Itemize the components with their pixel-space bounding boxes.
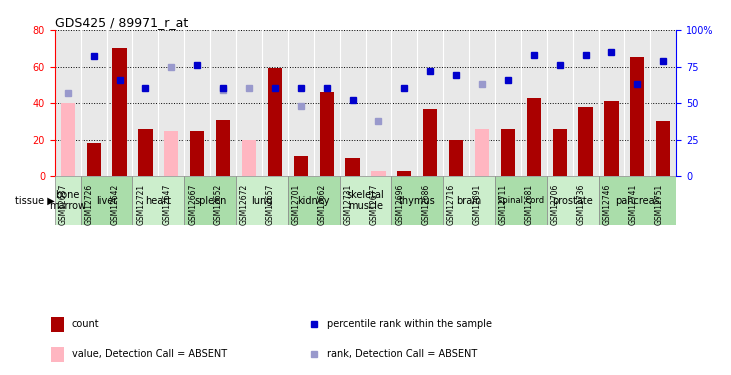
- Text: GSM12751: GSM12751: [654, 184, 663, 225]
- Bar: [190, 130, 205, 176]
- Bar: [449, 140, 463, 176]
- Bar: [553, 129, 567, 176]
- Bar: [61, 103, 75, 176]
- Bar: [51, 317, 64, 332]
- Bar: [164, 130, 178, 176]
- Bar: [630, 57, 645, 176]
- Text: GSM12721: GSM12721: [137, 184, 145, 225]
- Bar: [268, 68, 282, 176]
- Bar: [113, 48, 126, 176]
- Text: GSM12716: GSM12716: [447, 184, 456, 225]
- Bar: [236, 176, 288, 225]
- Text: kidney: kidney: [298, 196, 330, 206]
- Text: GSM12637: GSM12637: [58, 184, 68, 225]
- Text: rank, Detection Call = ABSENT: rank, Detection Call = ABSENT: [327, 349, 478, 359]
- Text: GSM12746: GSM12746: [602, 184, 611, 225]
- Bar: [495, 176, 547, 225]
- Bar: [656, 122, 670, 176]
- Text: GSM12701: GSM12701: [292, 184, 300, 225]
- Text: lung: lung: [251, 196, 273, 206]
- Bar: [132, 176, 184, 225]
- Text: GSM12677: GSM12677: [369, 184, 379, 225]
- Text: GSM12741: GSM12741: [629, 184, 637, 225]
- Bar: [80, 176, 132, 225]
- Text: pancreas: pancreas: [615, 196, 659, 206]
- Bar: [55, 176, 80, 225]
- Text: tissue ▶: tissue ▶: [15, 196, 55, 206]
- Bar: [371, 171, 385, 176]
- Bar: [346, 158, 360, 176]
- Bar: [242, 140, 256, 176]
- Text: spleen: spleen: [194, 196, 227, 206]
- Bar: [526, 98, 541, 176]
- Text: GDS425 / 89971_r_at: GDS425 / 89971_r_at: [55, 16, 188, 29]
- Text: percentile rank within the sample: percentile rank within the sample: [327, 319, 493, 329]
- Text: spinal cord: spinal cord: [498, 196, 544, 205]
- Bar: [605, 101, 618, 176]
- Text: GSM12667: GSM12667: [188, 184, 197, 225]
- Bar: [216, 120, 230, 176]
- Bar: [578, 107, 593, 176]
- Text: GSM12652: GSM12652: [214, 184, 223, 225]
- Bar: [319, 92, 334, 176]
- Bar: [184, 176, 236, 225]
- Text: GSM12642: GSM12642: [110, 184, 120, 225]
- Bar: [630, 140, 645, 176]
- Text: prostate: prostate: [552, 196, 593, 206]
- Text: brain: brain: [456, 196, 482, 206]
- Text: bone
marrow: bone marrow: [49, 190, 86, 211]
- Bar: [51, 347, 64, 362]
- Text: skeletal
muscle: skeletal muscle: [346, 190, 385, 211]
- Text: GSM12672: GSM12672: [240, 184, 249, 225]
- Bar: [501, 129, 515, 176]
- Bar: [391, 176, 443, 225]
- Text: GSM12657: GSM12657: [266, 184, 275, 225]
- Bar: [423, 109, 437, 176]
- Text: value, Detection Call = ABSENT: value, Detection Call = ABSENT: [72, 349, 227, 359]
- Bar: [443, 176, 495, 225]
- Text: thymus: thymus: [399, 196, 436, 206]
- Text: GSM12662: GSM12662: [318, 184, 327, 225]
- Text: GSM12711: GSM12711: [499, 184, 508, 225]
- Text: GSM12696: GSM12696: [395, 184, 404, 225]
- Text: heart: heart: [145, 196, 172, 206]
- Bar: [547, 176, 599, 225]
- Bar: [340, 176, 391, 225]
- Bar: [288, 176, 340, 225]
- Text: GSM12691: GSM12691: [473, 184, 482, 225]
- Bar: [86, 143, 101, 176]
- Text: GSM12726: GSM12726: [85, 184, 94, 225]
- Bar: [138, 129, 153, 176]
- Bar: [397, 171, 412, 176]
- Text: GSM12731: GSM12731: [344, 184, 352, 225]
- Text: GSM12681: GSM12681: [525, 184, 534, 225]
- Text: liver: liver: [96, 196, 117, 206]
- Text: GSM12736: GSM12736: [577, 184, 586, 225]
- Bar: [599, 176, 676, 225]
- Text: GSM12686: GSM12686: [421, 184, 431, 225]
- Bar: [294, 156, 308, 176]
- Bar: [475, 129, 489, 176]
- Text: GSM12706: GSM12706: [550, 184, 560, 225]
- Text: count: count: [72, 319, 99, 329]
- Text: GSM12647: GSM12647: [162, 184, 171, 225]
